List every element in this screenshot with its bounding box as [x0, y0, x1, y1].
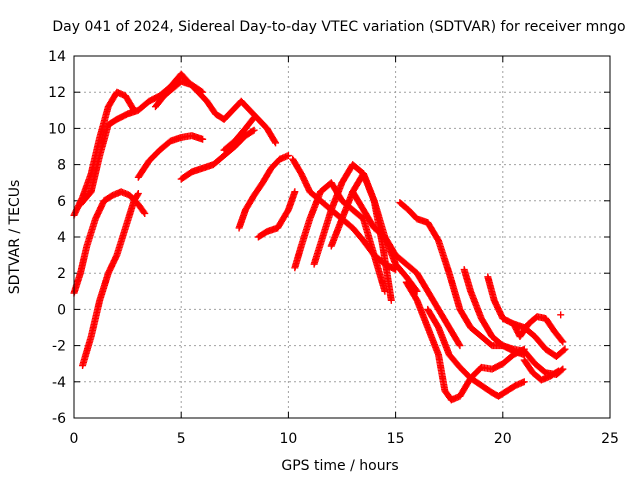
- series-track-23: [520, 356, 563, 384]
- data-point: [456, 342, 464, 350]
- series-track-13: [291, 179, 389, 295]
- data-point: [561, 345, 569, 353]
- data-point: [555, 367, 563, 375]
- data-point: [560, 346, 568, 354]
- series-track-20: [460, 266, 567, 379]
- chart-title: Day 041 of 2024, Sidereal Day-to-day VTE…: [52, 19, 625, 35]
- series-track-17: [396, 199, 528, 359]
- data-point: [249, 127, 257, 135]
- plot-frame: [73, 55, 611, 419]
- y-tick-label: 8: [57, 158, 66, 174]
- y-tick-label: -2: [52, 339, 66, 355]
- data-point: [197, 87, 205, 95]
- data-point: [250, 114, 258, 122]
- series-track-22: [510, 313, 567, 346]
- data-point: [455, 340, 463, 348]
- y-tick-label: -6: [52, 411, 66, 427]
- series-track-6: [79, 190, 142, 370]
- x-tick-label: 5: [177, 431, 186, 447]
- data-point: [199, 88, 207, 96]
- grid-lines: [74, 56, 610, 418]
- data-point: [199, 135, 207, 143]
- series-track-19: [424, 305, 528, 400]
- data-point: [134, 191, 142, 199]
- series-track-7: [151, 77, 207, 111]
- y-tick-label: 4: [57, 230, 66, 246]
- data-point: [272, 139, 280, 147]
- y-tick-label: 10: [48, 121, 66, 137]
- data-point: [141, 209, 149, 217]
- data-point: [387, 296, 395, 304]
- data-point: [520, 378, 528, 386]
- data-point: [249, 115, 257, 123]
- tick-marks: [73, 55, 611, 419]
- y-tick-label: 2: [57, 266, 66, 282]
- y-tick-label: -4: [52, 375, 66, 391]
- data-point: [553, 368, 561, 376]
- series-track-21: [484, 273, 569, 360]
- x-tick-labels: 0 5 10 15 20 25: [70, 431, 619, 447]
- y-tick-label: 0: [57, 302, 66, 318]
- data-point: [559, 365, 567, 373]
- data-point: [284, 152, 292, 160]
- x-tick-label: 10: [279, 431, 297, 447]
- data-point: [134, 190, 142, 198]
- y-tick-label: 14: [48, 49, 66, 65]
- series-track-10: [235, 152, 292, 232]
- x-axis-label: GPS time / hours: [281, 458, 398, 474]
- x-tick-label: 25: [601, 431, 619, 447]
- data-points: [70, 70, 569, 404]
- data-point: [558, 366, 566, 374]
- data-point: [271, 138, 279, 146]
- y-axis-label: SDTVAR / TECUs: [7, 180, 23, 295]
- series-track-9: [220, 114, 258, 154]
- y-tick-label: 6: [57, 194, 66, 210]
- data-point: [140, 208, 148, 216]
- y-tick-labels: -6 -4 -2 0 2 4 6 8 10 12 14: [48, 49, 66, 427]
- data-point: [557, 311, 565, 319]
- series-track-16: [349, 188, 464, 350]
- series-track-11: [254, 188, 299, 241]
- data-point: [250, 126, 258, 134]
- x-tick-label: 0: [70, 431, 79, 447]
- y-tick-label: 12: [48, 85, 66, 101]
- series-track-18: [402, 278, 528, 404]
- series-track-24: [557, 311, 565, 319]
- x-tick-label: 20: [494, 431, 512, 447]
- data-point: [291, 188, 299, 196]
- x-tick-label: 15: [387, 431, 405, 447]
- series-track-4: [134, 132, 207, 181]
- data-point: [559, 338, 567, 346]
- data-point: [558, 337, 566, 345]
